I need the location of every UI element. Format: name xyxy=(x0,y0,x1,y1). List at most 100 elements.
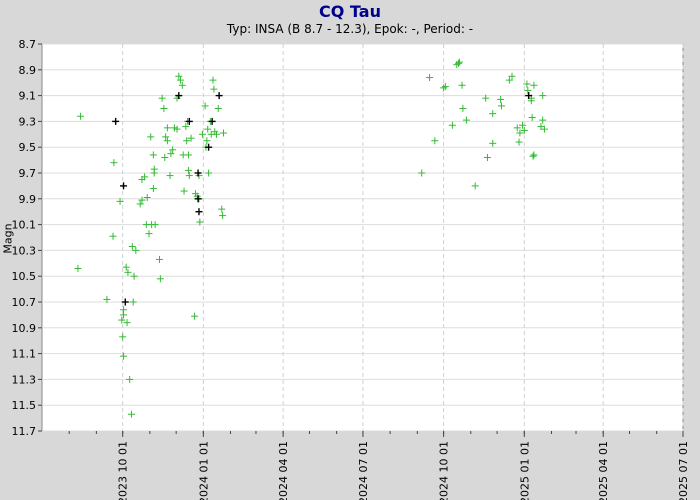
observation-marker xyxy=(110,159,118,167)
observation-marker xyxy=(169,146,177,154)
observation-marker xyxy=(147,133,155,141)
y-tick-label: 9.7 xyxy=(19,167,37,180)
y-tick-label: 11.1 xyxy=(12,348,37,361)
observation-marker xyxy=(212,130,220,138)
y-tick-label: 9.3 xyxy=(19,115,37,128)
observation-marker xyxy=(182,123,190,131)
observation-marker xyxy=(162,133,170,141)
observation-marker xyxy=(204,125,212,133)
observation-marker xyxy=(530,81,538,89)
observation-marker xyxy=(218,205,226,213)
observation-marker xyxy=(167,150,175,158)
observation-marker xyxy=(156,275,164,283)
observation-marker xyxy=(183,137,191,145)
y-tick-label: 11.3 xyxy=(12,373,37,386)
observation-marker xyxy=(527,97,535,105)
observation-marker xyxy=(219,212,227,220)
observation-marker-black xyxy=(195,208,203,216)
y-tick-label: 10.1 xyxy=(12,219,37,232)
observation-marker xyxy=(513,124,521,132)
observation-marker xyxy=(127,410,135,418)
x-tick-label: 2024 01 01 xyxy=(197,441,210,500)
y-tick-label: 9.9 xyxy=(19,193,37,206)
observation-marker xyxy=(178,81,186,89)
observation-marker xyxy=(151,221,159,229)
observation-marker xyxy=(516,129,524,137)
observation-marker xyxy=(180,187,188,195)
observation-marker xyxy=(161,154,169,162)
observation-marker xyxy=(508,72,516,80)
observation-marker-black xyxy=(112,117,120,125)
observation-marker xyxy=(201,102,209,110)
observation-marker xyxy=(158,94,166,102)
observation-marker xyxy=(120,352,128,360)
observation-marker xyxy=(156,255,164,263)
observation-marker xyxy=(77,112,85,120)
observation-marker xyxy=(124,268,132,276)
x-tick-label: 2025 01 01 xyxy=(518,441,531,500)
observation-marker xyxy=(489,139,497,147)
observation-marker xyxy=(203,137,211,145)
x-tick-label: 2024 10 01 xyxy=(438,441,451,500)
y-tick-label: 10.5 xyxy=(12,270,37,283)
observation-marker xyxy=(109,232,117,240)
x-tick-label: 2024 04 01 xyxy=(277,441,290,500)
chart-subtitle: Typ: INSA (B 8.7 - 12.3), Epok: -, Perio… xyxy=(226,22,474,36)
axes: 8.7 8.9 9.1 9.3 9.5 9.7 9.9 10.1 10.3 10.5 10.7 10.… xyxy=(12,38,691,500)
observation-marker-black xyxy=(205,143,213,151)
observation-marker xyxy=(149,151,157,159)
y-tick-label: 10.3 xyxy=(12,244,37,257)
observation-marker xyxy=(220,129,228,137)
observation-marker xyxy=(431,137,439,145)
observation-marker-black xyxy=(208,117,216,125)
observation-marker xyxy=(166,172,174,180)
observation-marker xyxy=(209,76,217,84)
observation-marker xyxy=(173,125,181,133)
observation-marker xyxy=(540,125,548,133)
observation-marker xyxy=(187,134,195,142)
observation-marker xyxy=(528,114,536,122)
observation-marker xyxy=(141,173,149,181)
observation-marker-black xyxy=(194,169,202,177)
y-tick-label: 10.9 xyxy=(12,322,37,335)
observation-marker xyxy=(126,375,134,383)
observation-marker xyxy=(143,194,151,202)
observation-marker-black xyxy=(525,92,533,100)
observation-marker xyxy=(524,86,532,94)
observation-marker xyxy=(537,123,545,131)
x-tick-label: 2025 04 01 xyxy=(597,441,610,500)
data-points xyxy=(74,58,548,418)
observation-marker xyxy=(177,76,185,84)
observation-marker xyxy=(455,59,463,67)
observation-marker xyxy=(184,151,192,159)
observation-marker xyxy=(103,295,111,303)
observation-marker xyxy=(74,264,82,272)
observation-marker xyxy=(497,102,505,110)
observation-marker xyxy=(160,105,168,112)
observation-marker xyxy=(539,92,547,100)
observation-marker xyxy=(418,169,426,177)
observation-marker xyxy=(122,263,130,271)
observation-marker xyxy=(530,151,538,159)
observation-marker xyxy=(149,184,157,192)
observation-marker xyxy=(471,182,479,190)
observation-marker-black xyxy=(121,298,129,306)
observation-marker xyxy=(455,58,463,66)
x-tick-label: 2024 07 01 xyxy=(357,441,370,500)
observation-marker xyxy=(130,272,138,280)
observation-marker xyxy=(150,169,158,177)
observation-marker xyxy=(210,85,218,93)
y-tick-label: 11.7 xyxy=(12,425,37,438)
observation-marker xyxy=(175,72,183,80)
observation-marker xyxy=(441,83,449,91)
observation-marker xyxy=(132,246,140,254)
observation-marker xyxy=(462,116,470,124)
y-tick-label: 9.5 xyxy=(19,141,37,154)
observation-marker xyxy=(426,74,434,82)
x-tick-label: 2023 10 01 xyxy=(117,441,130,500)
observation-marker xyxy=(489,110,497,118)
chart-title: CQ Tau xyxy=(319,2,381,21)
observation-marker xyxy=(136,200,144,208)
observation-marker xyxy=(198,130,206,138)
observation-marker xyxy=(214,105,222,112)
